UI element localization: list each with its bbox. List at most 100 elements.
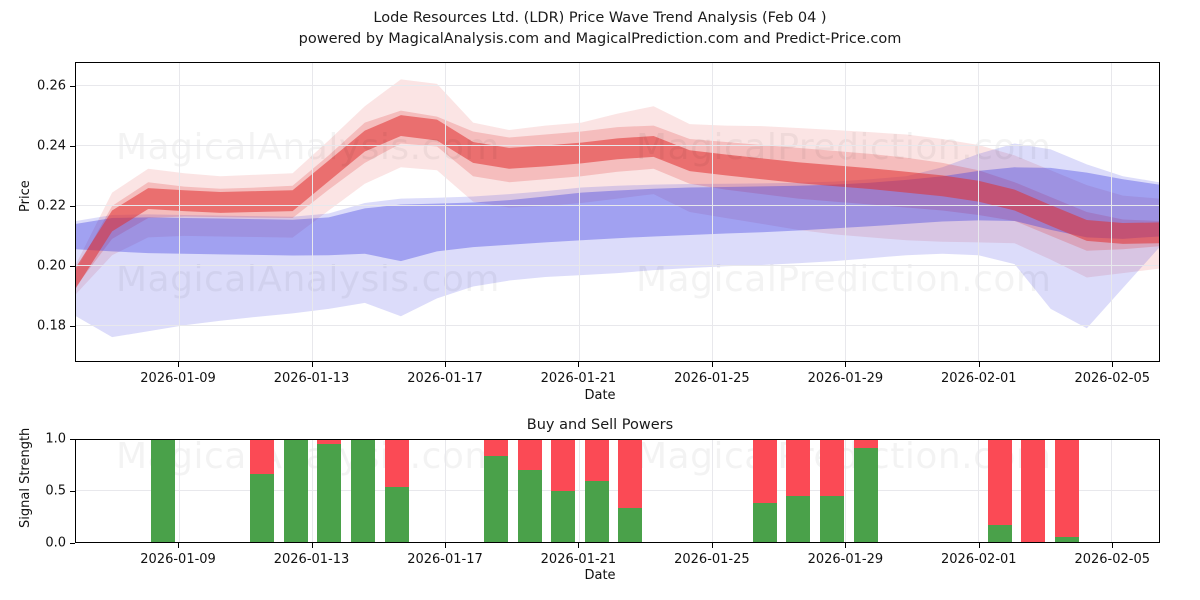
signal-bar[interactable] (517, 440, 542, 542)
buy-power-segment (987, 524, 1012, 542)
price-wave-bands (76, 79, 1159, 338)
buy-power-segment (150, 440, 175, 542)
signal-bar[interactable] (350, 440, 375, 542)
price-x-tick-mark (578, 362, 580, 367)
price-wave-plot: MagicalAnalysis.comMagicalPrediction.com… (75, 62, 1160, 362)
price-x-tick: 2026-01-13 (273, 371, 350, 386)
price-x-tick-mark (311, 362, 313, 367)
signal-bar[interactable] (584, 440, 609, 542)
signal-bar[interactable] (317, 440, 342, 542)
signal-x-tick: 2026-01-25 (674, 552, 750, 567)
price-gridline-v (844, 63, 846, 361)
price-x-tick: 2026-01-17 (407, 371, 483, 386)
sell-power-segment (551, 440, 576, 491)
price-y-tick-mark (70, 86, 75, 87)
signal-bar[interactable] (618, 440, 643, 542)
price-y-tick-mark (70, 146, 75, 147)
red-wave-core-ribbon (76, 115, 1159, 288)
sell-power-segment (384, 440, 409, 487)
buy-power-segment (317, 444, 342, 542)
price-x-tick-mark (1112, 362, 1114, 367)
price-y-axis-label: Price (18, 180, 33, 212)
buy-power-segment (551, 491, 576, 542)
sell-power-segment (1021, 440, 1046, 542)
signal-bar[interactable] (283, 440, 308, 542)
price-gridline-v (178, 63, 180, 361)
blue-wave-outer-band (76, 143, 1159, 338)
price-x-tick: 2026-01-25 (674, 371, 750, 386)
signal-bar[interactable] (484, 440, 509, 542)
price-x-tick: 2026-01-09 (140, 371, 216, 386)
signal-gridline-v (312, 440, 314, 542)
price-gridline-h (76, 265, 1159, 266)
signal-gridline-v (178, 440, 180, 542)
sell-power-segment (1054, 440, 1079, 537)
price-x-tick: 2026-01-21 (540, 371, 617, 386)
price-x-tick-mark (845, 362, 847, 367)
signal-y-tick: 0.0 (45, 535, 66, 551)
signal-x-tick-mark (444, 543, 446, 548)
signal-x-tick-mark (711, 543, 713, 548)
signal-x-tick: 2026-01-17 (407, 552, 483, 567)
page-subtitle: powered by MagicalAnalysis.com and Magic… (298, 31, 902, 47)
signal-bar[interactable] (819, 440, 844, 542)
buy-power-segment (618, 508, 643, 542)
signal-bar[interactable] (853, 440, 878, 542)
signal-bar[interactable] (752, 440, 777, 542)
signal-x-tick-mark (978, 543, 980, 548)
price-x-tick-mark (444, 362, 446, 367)
red-wave-outer-band (76, 79, 1159, 294)
signal-bar[interactable] (150, 440, 175, 542)
price-gridline-v (578, 63, 580, 361)
page-title: Lode Resources Ltd. (LDR) Price Wave Tre… (373, 10, 827, 26)
signal-gridline-h (76, 490, 1159, 491)
signal-x-tick: 2026-02-05 (1074, 552, 1151, 567)
sell-power-segment (317, 440, 342, 445)
signal-y-axis-label: Signal Strength (18, 427, 33, 528)
sell-power-segment (819, 440, 844, 497)
price-gridline-h (76, 85, 1159, 86)
price-x-tick-mark (711, 362, 713, 367)
signal-bar[interactable] (250, 440, 275, 542)
price-gridline-v (1111, 63, 1113, 361)
signal-gridline-v (1111, 440, 1113, 542)
price-gridline-v (978, 63, 980, 361)
signal-gridline-v (978, 440, 980, 542)
sell-power-segment (484, 440, 509, 457)
buy-power-segment (819, 496, 844, 542)
signal-bar[interactable] (1021, 440, 1046, 542)
signal-x-tick-mark (578, 543, 580, 548)
sell-power-segment (618, 440, 643, 509)
signal-bar[interactable] (384, 440, 409, 542)
buy-power-segment (1054, 536, 1079, 542)
signal-bar[interactable] (1054, 440, 1079, 542)
price-y-tick: 0.18 (37, 318, 66, 334)
buy-power-segment (584, 480, 609, 542)
signal-y-tick-mark (70, 491, 75, 492)
buy-power-segment (853, 448, 878, 542)
sell-power-segment (517, 440, 542, 470)
sell-power-segment (786, 440, 811, 497)
signal-bar[interactable] (551, 440, 576, 542)
price-x-tick: 2026-02-05 (1074, 371, 1151, 386)
price-y-tick-mark (70, 206, 75, 207)
chart-title-block: Lode Resources Ltd. (LDR) Price Wave Tre… (0, 8, 1200, 50)
price-x-tick: 2026-02-01 (941, 371, 1017, 386)
price-y-tick: 0.22 (37, 198, 66, 214)
signal-x-tick: 2026-01-13 (273, 552, 350, 567)
signal-bar[interactable] (987, 440, 1012, 542)
price-y-tick: 0.24 (37, 138, 66, 154)
buy-power-segment (283, 440, 308, 542)
signal-y-tick-mark (70, 543, 75, 544)
signal-gridline-v (578, 440, 580, 542)
buy-power-segment (350, 440, 375, 542)
signal-y-tick: 1.0 (45, 431, 66, 447)
price-x-tick-mark (178, 362, 180, 367)
price-y-tick: 0.26 (37, 78, 66, 94)
sell-power-segment (250, 440, 275, 474)
buy-power-segment (517, 469, 542, 542)
signal-y-tick-mark (70, 439, 75, 440)
sell-power-segment (752, 440, 777, 504)
signal-bar[interactable] (786, 440, 811, 542)
